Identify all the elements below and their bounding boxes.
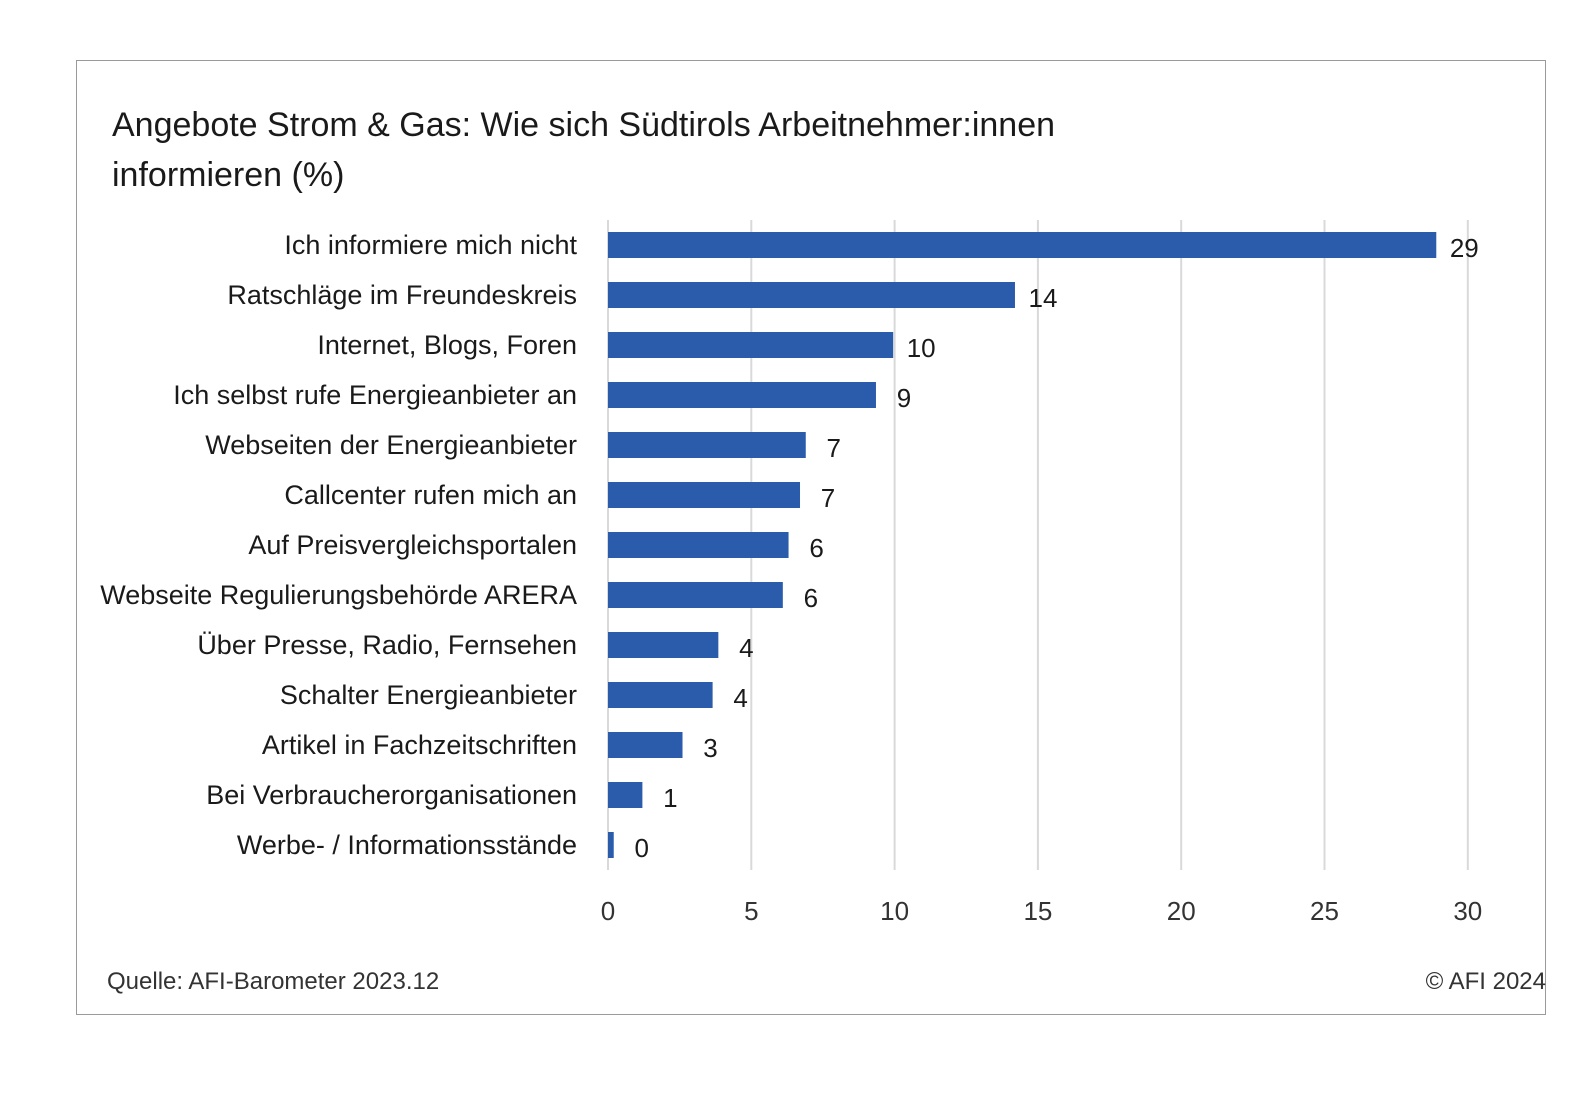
category-label: Ich selbst rufe Energieanbieter an [173, 380, 577, 410]
bar [608, 782, 643, 808]
category-label: Schalter Energieanbieter [280, 680, 577, 710]
x-tick-label: 30 [1453, 896, 1482, 926]
category-label: Ratschläge im Freundeskreis [227, 280, 577, 310]
bar [608, 832, 614, 858]
bars [608, 232, 1437, 858]
chart-frame [76, 60, 1546, 1015]
category-label: Über Presse, Radio, Fernsehen [197, 630, 577, 660]
bar [608, 682, 713, 708]
x-tick-label: 25 [1310, 896, 1339, 926]
data-label: 4 [739, 633, 753, 663]
category-label: Webseiten der Energieanbieter [205, 430, 577, 460]
bar [608, 632, 719, 658]
data-label: 3 [703, 733, 717, 763]
gridlines [607, 220, 1469, 870]
x-tick-label: 5 [744, 896, 758, 926]
copyright-note: © AFI 2024 [1425, 968, 1546, 995]
x-axis-ticks: 0 5 10 15 20 25 30 [601, 896, 1482, 926]
bar [608, 582, 783, 608]
category-label: Ich informiere mich nicht [284, 230, 577, 260]
category-label: Bei Verbraucherorganisationen [206, 780, 577, 810]
data-label: 6 [804, 583, 818, 613]
bar [608, 482, 801, 508]
category-label: Callcenter rufen mich an [284, 480, 577, 510]
bar [608, 432, 806, 458]
data-label: 4 [733, 683, 747, 713]
bar [608, 532, 789, 558]
category-labels: Ich informiere mich nicht Ratschläge im F… [100, 230, 577, 860]
data-label: 29 [1450, 233, 1479, 263]
category-label: Werbe- / Informationsstände [237, 830, 577, 860]
category-label: Artikel in Fachzeitschriften [262, 730, 577, 760]
bar [608, 282, 1015, 308]
x-tick-label: 15 [1023, 896, 1052, 926]
category-label: Internet, Blogs, Foren [317, 330, 577, 360]
bar [608, 332, 894, 358]
source-note: Quelle: AFI-Barometer 2023.12 [107, 968, 440, 995]
data-label: 6 [809, 533, 823, 563]
data-label: 14 [1029, 283, 1058, 313]
x-tick-label: 0 [601, 896, 615, 926]
x-tick-label: 20 [1167, 896, 1196, 926]
data-label: 10 [907, 333, 936, 363]
bar [608, 732, 683, 758]
data-label: 1 [663, 783, 677, 813]
x-tick-label: 10 [880, 896, 909, 926]
bar [608, 232, 1437, 258]
bar [608, 382, 876, 408]
chart-title: Angebote Strom & Gas: Wie sich Südtirols… [112, 106, 1056, 194]
data-label: 7 [827, 433, 841, 463]
data-label: 0 [634, 833, 648, 863]
data-label: 9 [897, 383, 911, 413]
category-label: Webseite Regulierungsbehörde ARERA [100, 580, 577, 610]
category-label: Auf Preisvergleichsportalen [248, 530, 577, 560]
data-label: 7 [821, 483, 835, 513]
